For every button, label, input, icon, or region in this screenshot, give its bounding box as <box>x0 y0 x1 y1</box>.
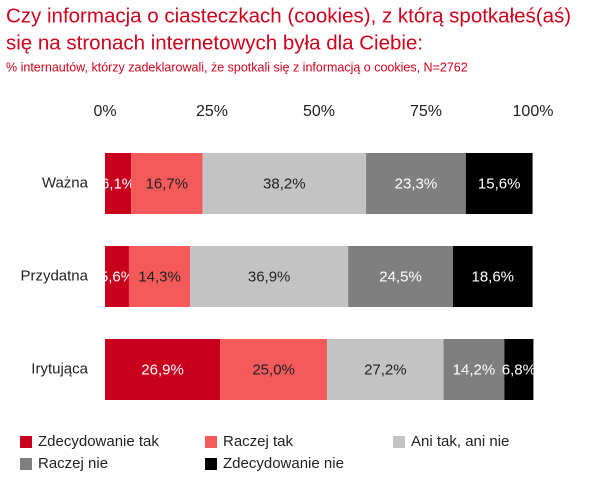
bar-segment <box>327 339 444 400</box>
bar-segment <box>131 153 203 214</box>
value-label: 16,7% <box>146 175 189 192</box>
legend-label: Zdecydowanie nie <box>223 455 344 472</box>
bar-segment <box>220 339 328 400</box>
bar-segment <box>105 246 129 307</box>
value-label: 18,6% <box>471 268 514 285</box>
legend-swatch <box>20 458 32 470</box>
x-tick-label: 75% <box>410 103 442 120</box>
value-label: 36,9% <box>248 268 291 285</box>
chart-title: się na stronach internetowych była dla C… <box>6 31 423 54</box>
value-label: 6,8% <box>502 361 536 378</box>
value-label: 26,9% <box>141 361 184 378</box>
legend-label: Ani tak, ani nie <box>411 433 509 450</box>
value-label: 15,6% <box>478 175 521 192</box>
chart-title: Czy informacja o ciasteczkach (cookies),… <box>6 4 571 27</box>
legend-label: Zdecydowanie tak <box>38 433 159 450</box>
chart-subtitle: % internautów, którzy zadeklarowali, że … <box>6 60 468 74</box>
value-label: 25,0% <box>252 361 295 378</box>
legend-swatch <box>393 436 405 448</box>
value-label: 5,6% <box>100 268 134 285</box>
legend-label: Raczej nie <box>38 455 108 472</box>
bar-segment <box>202 153 367 214</box>
bar-segment <box>504 339 534 400</box>
y-tick-label: Przydatna <box>20 267 88 284</box>
value-label: 24,5% <box>379 268 422 285</box>
bar-segment <box>465 153 533 214</box>
bar-segment <box>128 246 191 307</box>
x-tick-label: 100% <box>513 103 554 120</box>
bar-segment <box>366 153 466 214</box>
bar-segment <box>443 339 505 400</box>
legend-swatch <box>205 458 217 470</box>
value-label: 38,2% <box>263 175 306 192</box>
value-label: 23,3% <box>395 175 438 192</box>
legend-swatch <box>205 436 217 448</box>
bar-segment <box>190 246 349 307</box>
legend-label: Raczej tak <box>223 433 294 450</box>
value-label: 27,2% <box>364 361 407 378</box>
y-tick-label: Ważna <box>42 174 89 191</box>
bar-segment <box>105 153 132 214</box>
x-tick-label: 25% <box>196 103 228 120</box>
bar-segment <box>348 246 453 307</box>
y-tick-label: Irytująca <box>31 360 88 377</box>
value-label: 14,3% <box>138 268 181 285</box>
bar-segment <box>452 246 533 307</box>
value-label: 6,1% <box>101 175 135 192</box>
x-tick-label: 50% <box>303 103 335 120</box>
bar-segment <box>105 339 221 400</box>
value-label: 14,2% <box>453 361 496 378</box>
legend-swatch <box>20 436 32 448</box>
x-tick-label: 0% <box>93 103 116 120</box>
